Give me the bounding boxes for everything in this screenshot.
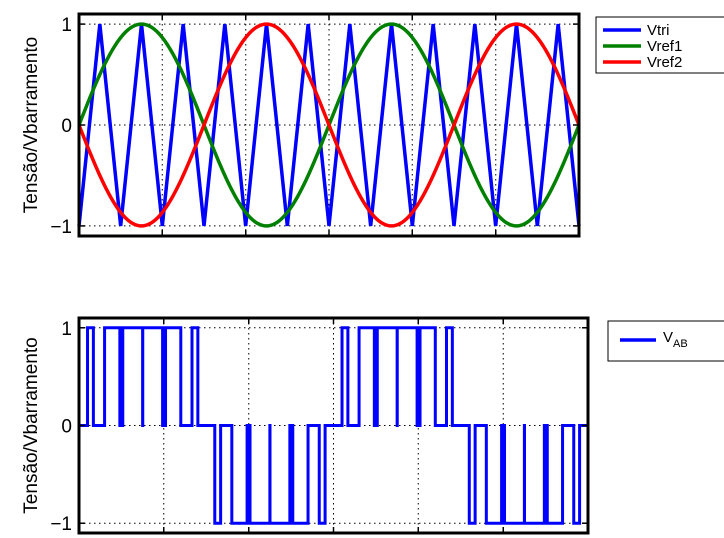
top-plot-series	[77, 22, 581, 228]
top-legend: Vtri Vref1 Vref2	[595, 16, 724, 74]
top-y-axis-label: Tensão/Vbarramento	[21, 37, 42, 213]
bottom-plot-ticks	[78, 318, 589, 533]
bottom-plot: −1 0 1 Tensão/Vbarramento VAB	[21, 316, 724, 535]
top-ytick-label-minus1: −1	[50, 217, 72, 238]
bottom-plot-series	[79, 326, 588, 525]
series-vtri	[77, 23, 581, 227]
series-vab	[79, 326, 588, 525]
legend-label-vtri: Vtri	[647, 22, 670, 39]
bottom-ytick-label-0: 0	[61, 417, 72, 438]
bottom-y-axis-label: Tensão/Vbarramento	[21, 337, 42, 513]
legend-label-vref2: Vref2	[647, 54, 682, 71]
top-plot-ticks	[78, 14, 580, 236]
bottom-legend: VAB	[607, 320, 724, 362]
legend-label-vab-sub: AB	[673, 338, 688, 350]
top-ytick-label-1: 1	[61, 15, 72, 36]
legend-label-vref1: Vref1	[647, 38, 682, 55]
series-vref2	[77, 22, 581, 228]
legend-label-vab: VAB	[663, 329, 688, 350]
top-plot: −1 0 1 Tensão/Vbarramento Vtri Vref1 Vre…	[21, 12, 724, 238]
bottom-ytick-label-1: 1	[61, 319, 72, 340]
top-ytick-label-0: 0	[61, 116, 72, 137]
bottom-ytick-label-minus1: −1	[50, 514, 72, 535]
legend-label-vab-main: V	[663, 329, 673, 346]
